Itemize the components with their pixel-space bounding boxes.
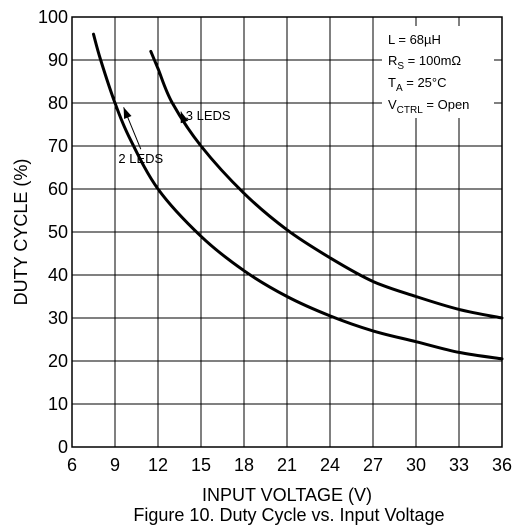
y-tick-label: 80 — [48, 93, 68, 113]
x-tick-label: 27 — [363, 455, 383, 475]
series-label-3-leds: 3 LEDS — [186, 108, 231, 123]
x-tick-labels: 6 9 12 15 18 21 24 27 30 33 36 — [67, 455, 512, 475]
x-tick-label: 30 — [406, 455, 426, 475]
x-tick-label: 24 — [320, 455, 340, 475]
y-tick-label: 10 — [48, 394, 68, 414]
y-tick-label: 100 — [38, 7, 68, 27]
x-tick-label: 15 — [191, 455, 211, 475]
series-label-2-leds: 2 LEDS — [118, 151, 163, 166]
y-tick-label: 70 — [48, 136, 68, 156]
x-tick-label: 33 — [449, 455, 469, 475]
conditions-box: L = 68µH RS = 100mΩ TA = 25°C VCTRL = Op… — [382, 26, 494, 118]
condition-inductance: L = 68µH — [388, 32, 441, 47]
series-annotations: 2 LEDS 3 LEDS — [118, 107, 230, 166]
x-axis-title: INPUT VOLTAGE (V) — [202, 485, 372, 505]
y-axis-title: DUTY CYCLE (%) — [11, 159, 31, 306]
figure-caption: Figure 10. Duty Cycle vs. Input Voltage — [133, 505, 444, 525]
x-tick-label: 9 — [110, 455, 120, 475]
x-tick-label: 36 — [492, 455, 512, 475]
y-tick-labels: 0 10 20 30 40 50 60 70 80 90 100 — [38, 7, 68, 457]
y-tick-label: 50 — [48, 222, 68, 242]
y-tick-label: 20 — [48, 351, 68, 371]
x-tick-label: 18 — [234, 455, 254, 475]
y-tick-label: 90 — [48, 50, 68, 70]
series-arrowhead-2-leds — [124, 107, 132, 119]
y-tick-label: 60 — [48, 179, 68, 199]
x-tick-label: 6 — [67, 455, 77, 475]
y-tick-label: 40 — [48, 265, 68, 285]
y-tick-label: 30 — [48, 308, 68, 328]
x-tick-label: 12 — [148, 455, 168, 475]
y-tick-label: 0 — [58, 437, 68, 457]
x-tick-label: 21 — [277, 455, 297, 475]
